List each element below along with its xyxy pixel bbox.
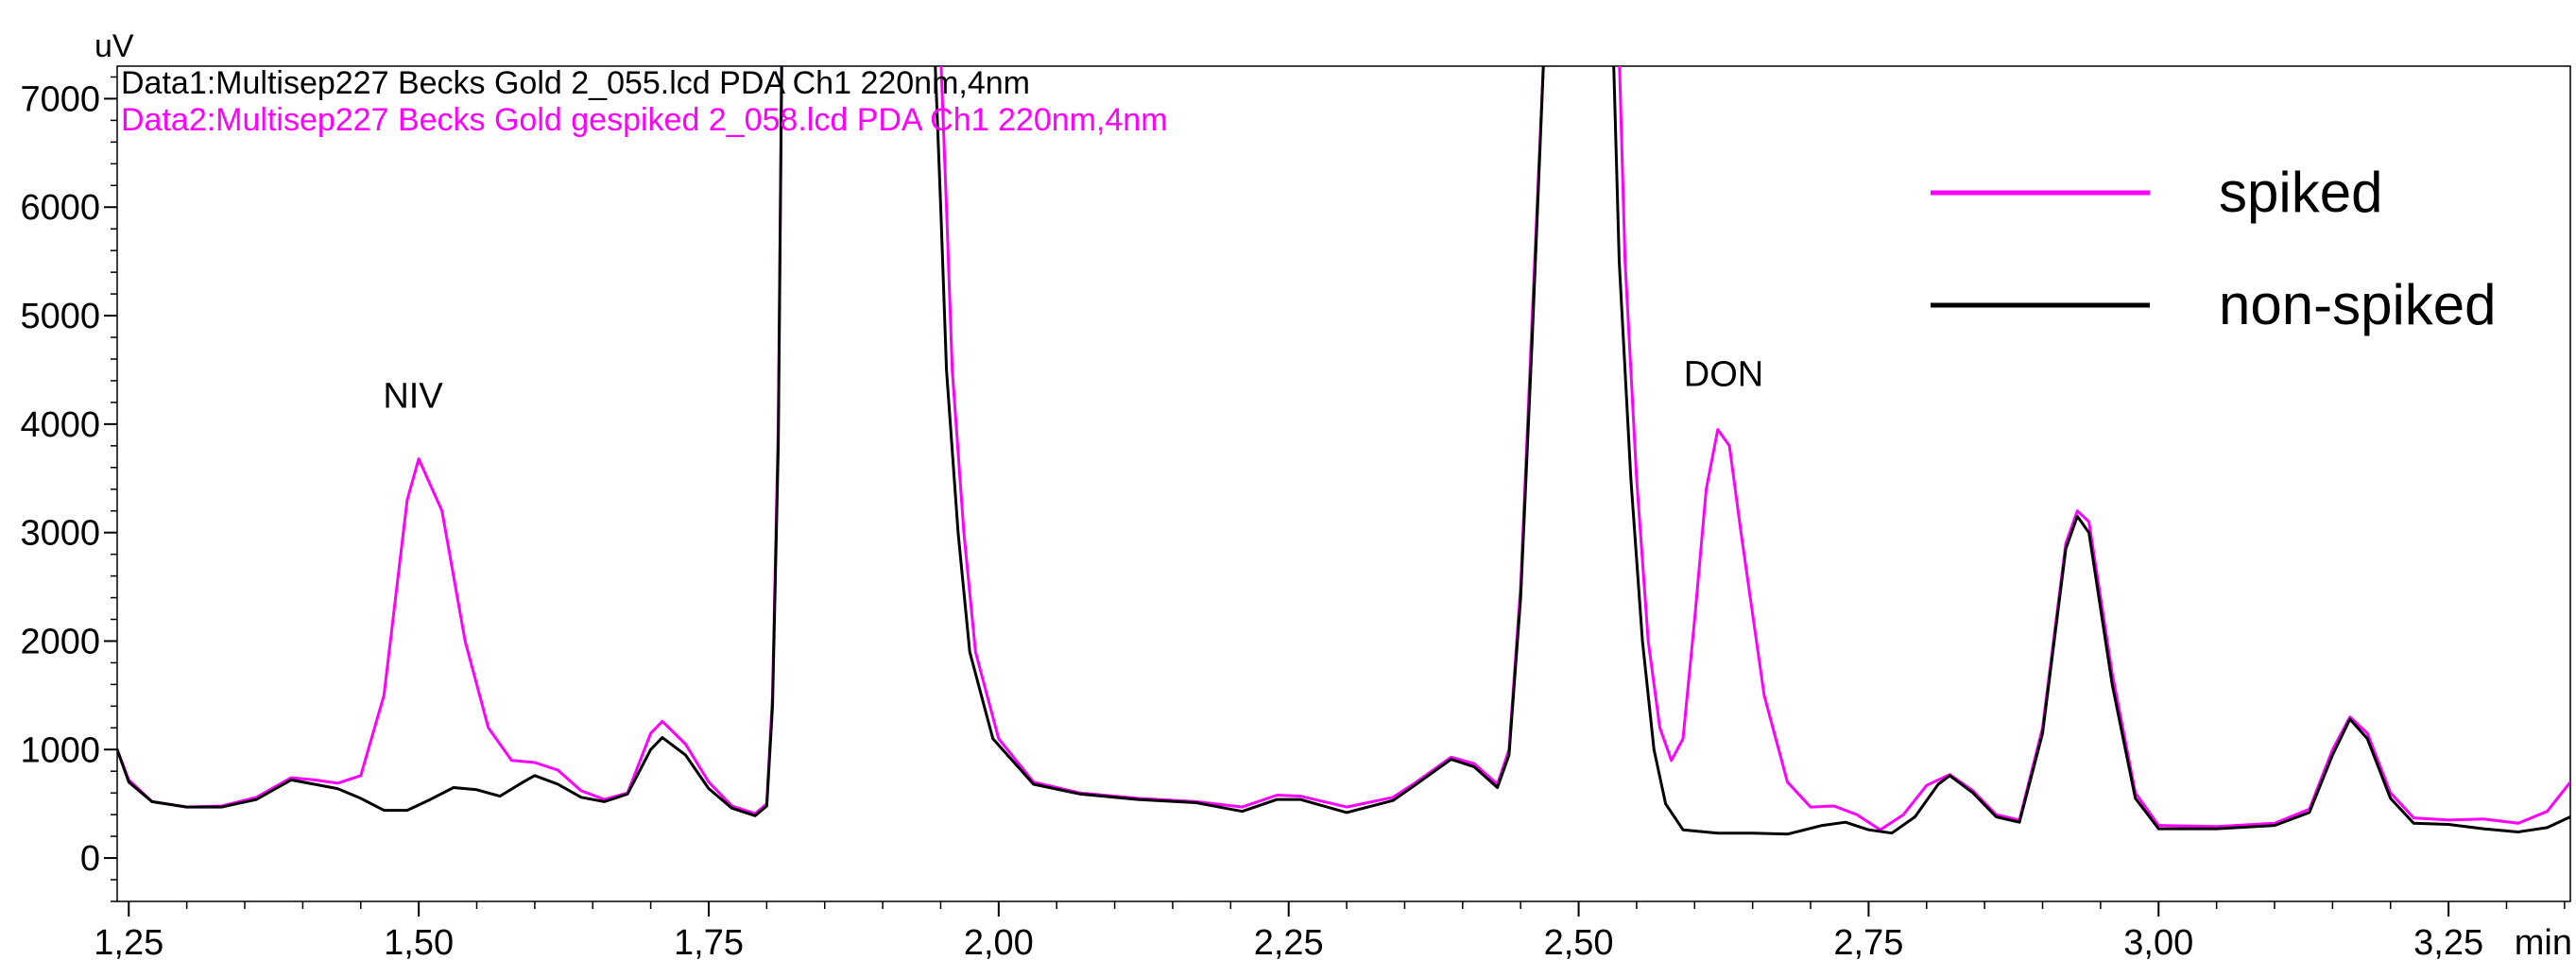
x-tick-label: 2,75 <box>1833 923 1903 960</box>
x-tick-label: 3,00 <box>2123 923 2193 960</box>
x-tick-label: 1,75 <box>674 923 744 960</box>
header-line: Data2:Multisep227 Becks Gold gespiked 2_… <box>121 102 1168 138</box>
y-tick-label: 0 <box>80 839 100 879</box>
peak-annotation: NIV <box>383 377 443 417</box>
y-tick-label: 5000 <box>20 297 100 336</box>
legend-label: spiked <box>2219 161 2382 224</box>
y-tick-label: 4000 <box>20 405 100 445</box>
y-tick-label: 2000 <box>20 622 100 661</box>
y-axis-unit-label: uV <box>94 28 134 64</box>
x-tick-label: 3,25 <box>2413 923 2483 960</box>
y-tick-label: 3000 <box>20 514 100 554</box>
y-tick-label: 6000 <box>20 188 100 228</box>
x-tick-label: 1,50 <box>384 923 454 960</box>
series-line-non-spiked <box>117 66 2570 836</box>
legend-label: non-spiked <box>2219 273 2497 336</box>
plot-frame <box>116 65 2571 902</box>
series-line-spiked <box>117 66 2570 831</box>
x-tick-label: 2,00 <box>964 923 1034 960</box>
x-tick-label: 1,25 <box>94 923 163 960</box>
x-tick-label: 2,25 <box>1254 923 1324 960</box>
x-tick-label: 2,50 <box>1544 923 1614 960</box>
header-line: Data1:Multisep227 Becks Gold 2_055.lcd P… <box>121 65 1030 101</box>
x-axis-unit-label: min <box>2515 923 2572 960</box>
y-tick-label: 1000 <box>20 730 100 770</box>
peak-annotation: DON <box>1684 355 1763 395</box>
y-tick-label: 7000 <box>20 79 100 119</box>
